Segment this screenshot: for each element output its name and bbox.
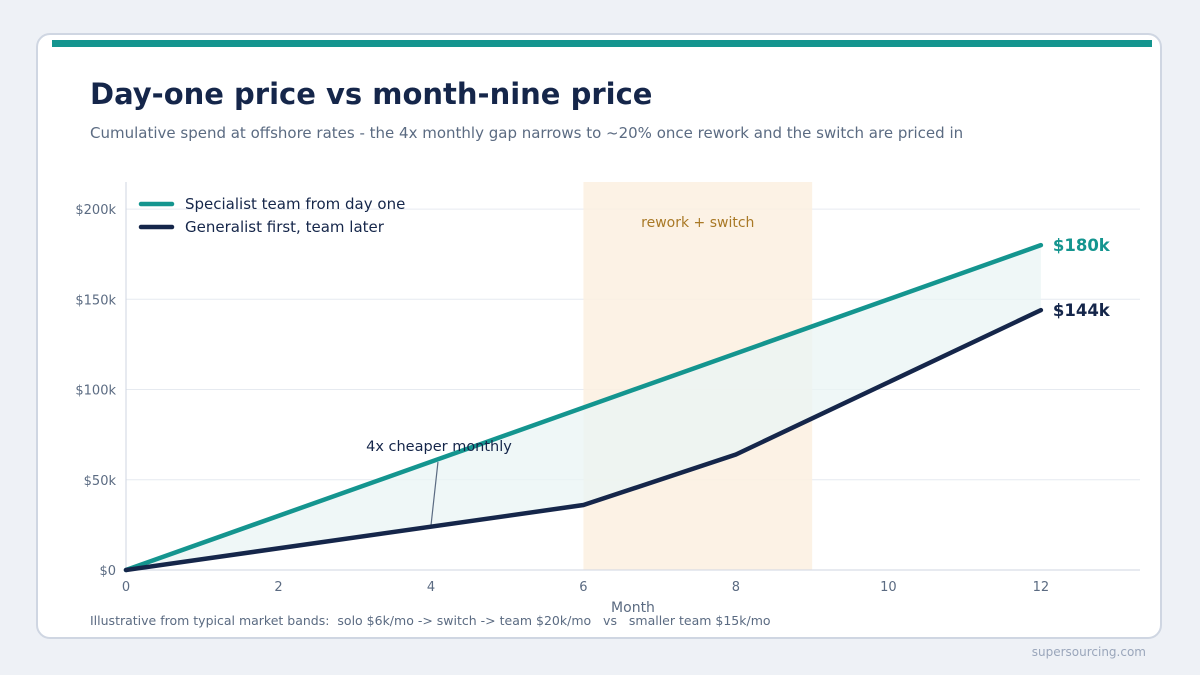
specialist-series-line — [123, 242, 1044, 573]
chart-subtitle: Cumulative spend at offshore rates - the… — [90, 124, 964, 142]
generalist-end-label: $144k — [1053, 301, 1111, 320]
y-tick-label: $100k — [75, 384, 116, 399]
y-tick-label: $0 — [99, 564, 116, 579]
x-tick-label: 10 — [880, 580, 897, 595]
legend-label: Generalist first, team later — [185, 218, 385, 236]
x-tick-label: 2 — [274, 580, 282, 595]
annotation-label: 4x cheaper monthly — [366, 439, 512, 455]
x-tick-label: 4 — [427, 580, 435, 595]
x-tick-label: 0 — [122, 580, 130, 595]
y-tick-label: $150k — [75, 293, 116, 308]
chart-title: Day-one price vs month-nine price — [90, 77, 653, 111]
specialist-end-label: $180k — [1053, 236, 1111, 255]
x-tick-label: 8 — [732, 580, 740, 595]
y-tick-label: $50k — [84, 474, 117, 489]
x-tick-label: 12 — [1033, 580, 1050, 595]
accent-bar — [52, 40, 1152, 47]
generalist-series-line — [123, 307, 1044, 573]
footnote: Illustrative from typical market bands: … — [90, 613, 771, 628]
source-credit: supersourcing.com — [1031, 645, 1146, 659]
y-tick-label: $200k — [75, 203, 116, 218]
x-axis-label: Month — [611, 600, 655, 616]
annotation-leader-line — [430, 461, 439, 526]
band-label: rework + switch — [641, 215, 754, 231]
legend-label: Specialist team from day one — [185, 195, 405, 213]
x-tick-label: 6 — [579, 580, 587, 595]
